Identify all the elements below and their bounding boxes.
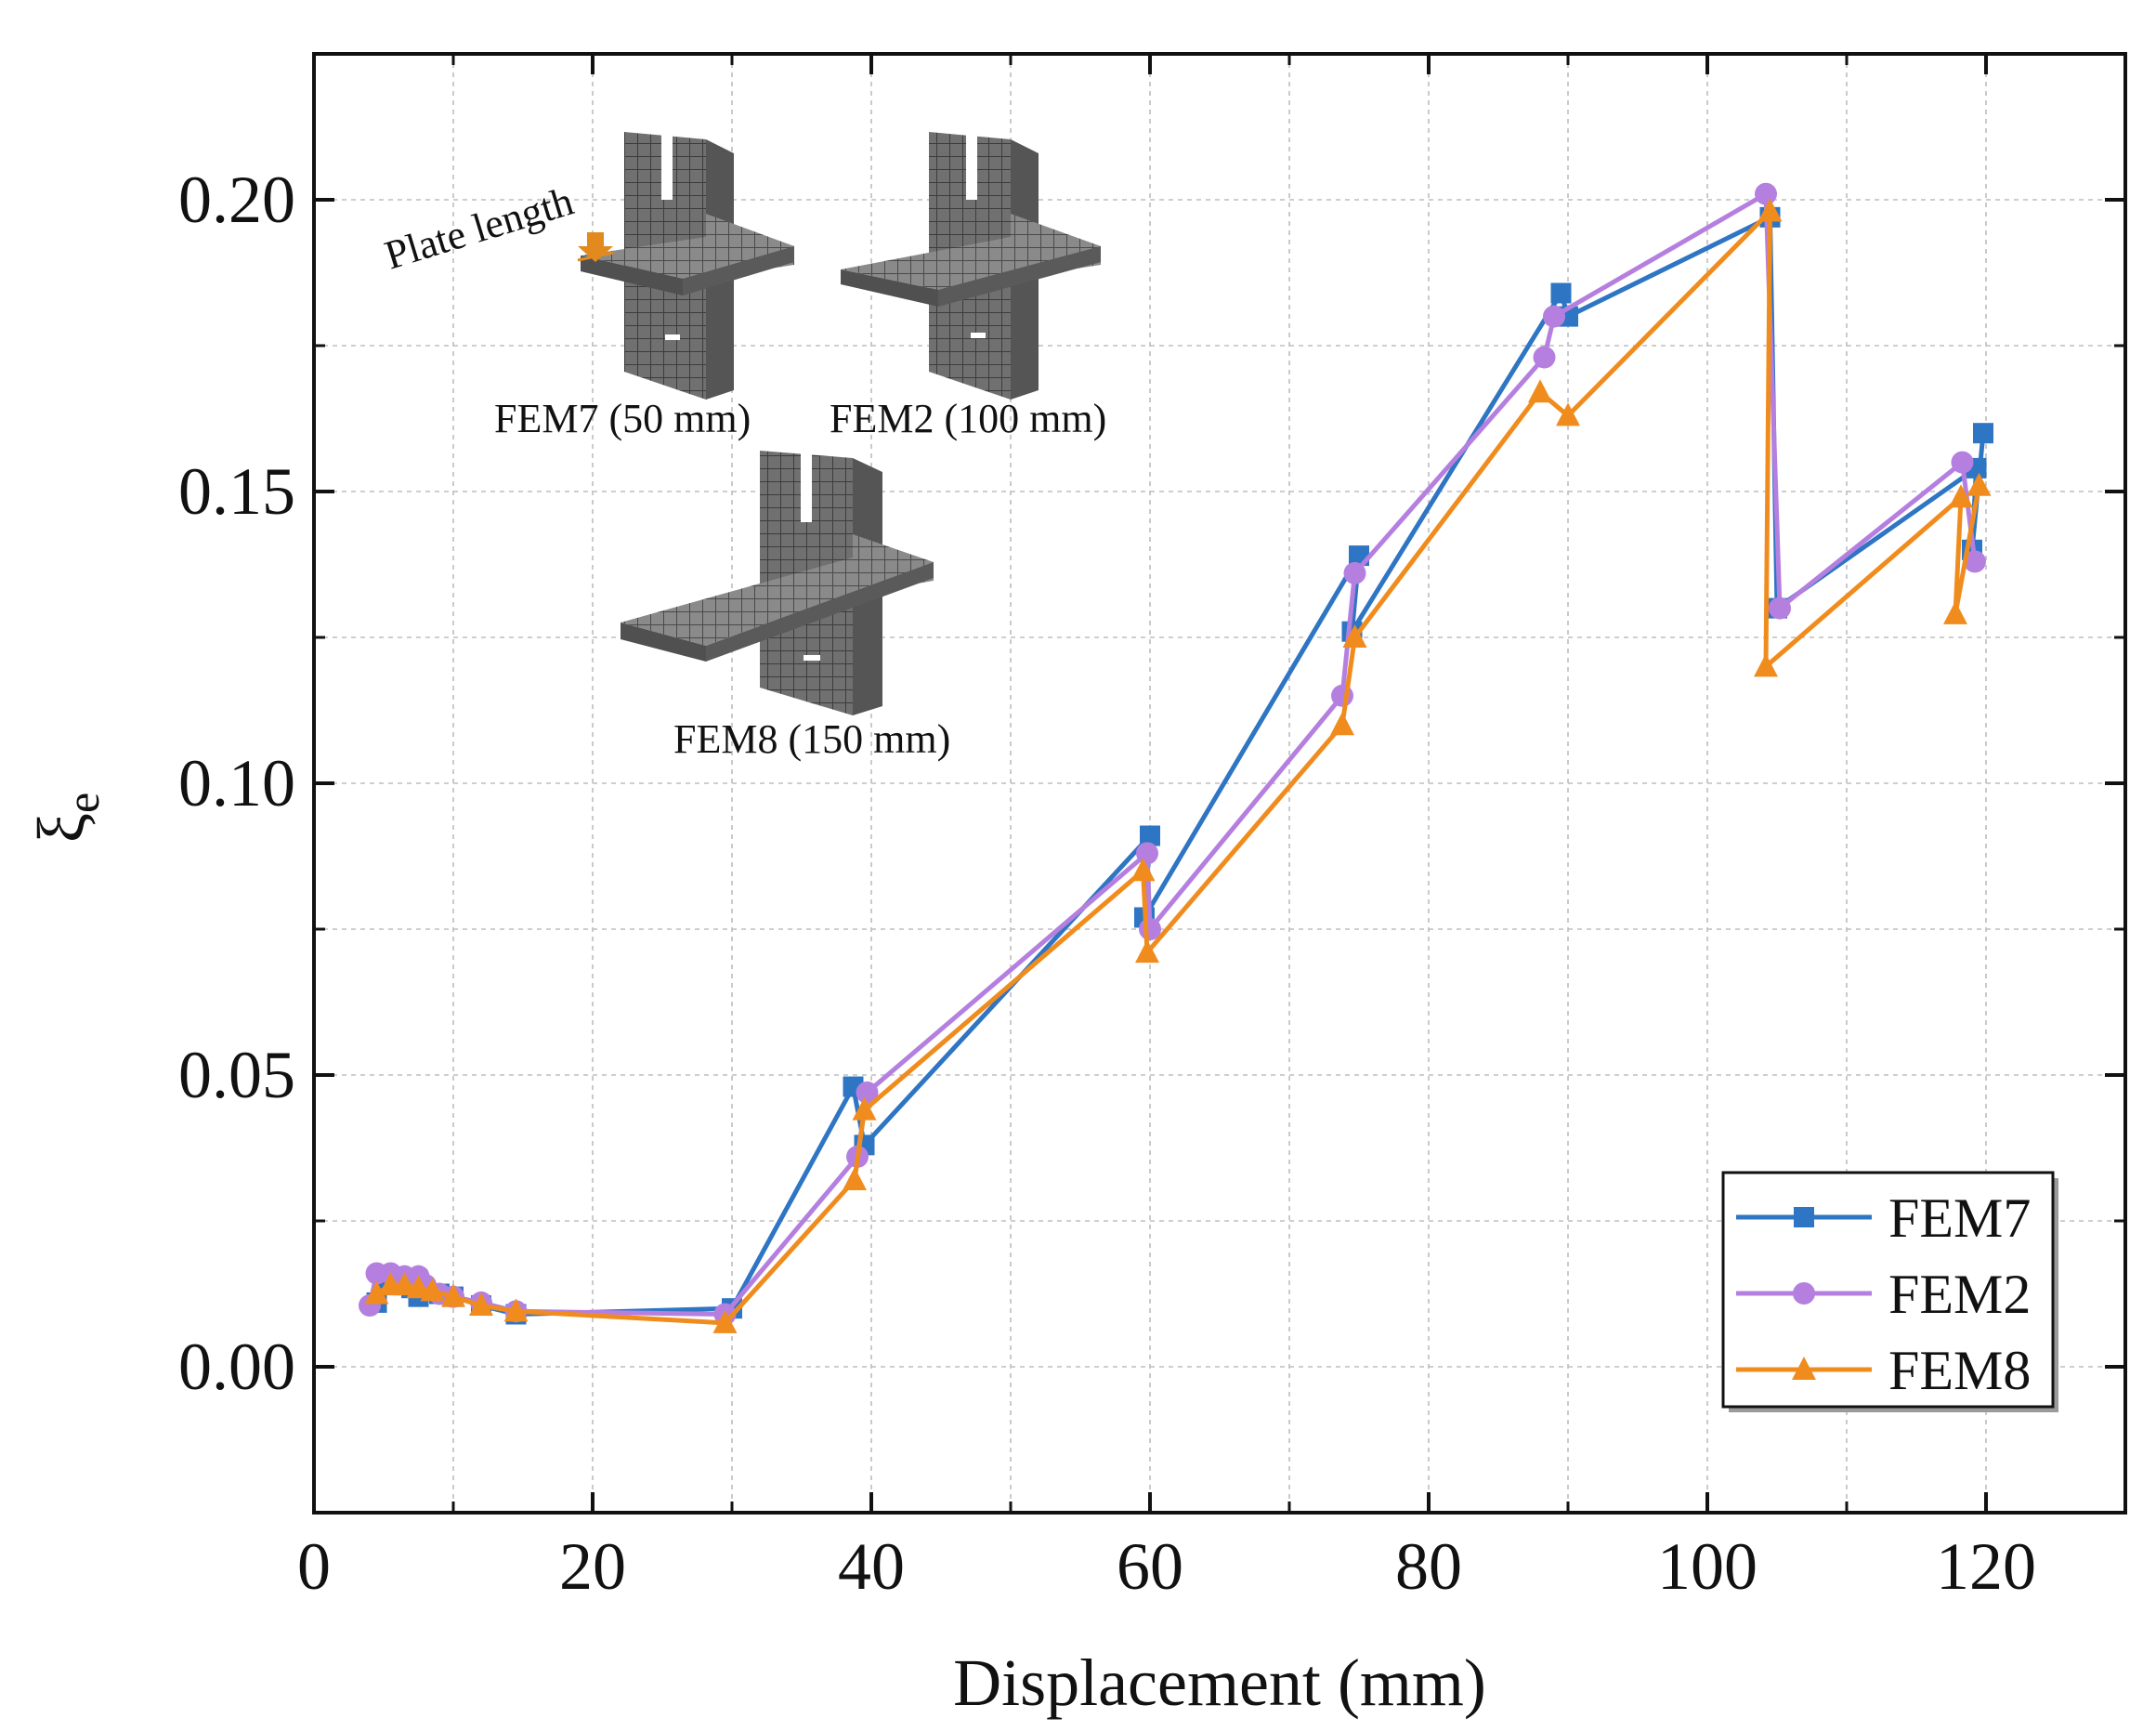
fem7-line bbox=[374, 215, 1986, 1317]
fem2-point bbox=[1343, 561, 1366, 584]
y-tick-label: 0.05 bbox=[178, 1038, 295, 1112]
fem8-point bbox=[364, 1280, 389, 1305]
axes: 0 20 40 60 80 100 120 0.00 0.05 0.10 0.15 0.20 Displ… bbox=[24, 52, 2127, 1720]
series-fem7 bbox=[366, 206, 1993, 1325]
series-fem8 bbox=[364, 198, 1992, 1333]
fem8-point bbox=[441, 1283, 465, 1307]
plate-length-dimension bbox=[577, 251, 614, 262]
fem2-point bbox=[856, 1081, 879, 1104]
fem2-point bbox=[1769, 597, 1791, 620]
plate-length-arrow-icon bbox=[578, 232, 613, 262]
fem-model-inset: Plate length FEM7 (50 mm) FEM2 (100 mm) … bbox=[380, 132, 1106, 762]
legend-label-fem8: FEM8 bbox=[1888, 1340, 2031, 1401]
x-tick-label: 40 bbox=[838, 1529, 905, 1604]
fem8-point bbox=[1528, 379, 1552, 403]
fem7-point bbox=[1550, 282, 1572, 304]
fem8-point bbox=[1342, 624, 1367, 648]
fem8-point bbox=[420, 1278, 445, 1302]
fem8-point bbox=[503, 1298, 529, 1322]
y-tick-label: 0.20 bbox=[178, 163, 295, 237]
fem2-point bbox=[1543, 305, 1565, 328]
inset-caption-fem2: FEM2 (100 mm) bbox=[830, 396, 1106, 441]
fem8-point bbox=[1754, 653, 1778, 677]
legend-marker-fem8 bbox=[1792, 1357, 1816, 1380]
fem8-point bbox=[1943, 600, 1967, 624]
x-tick-label: 0 bbox=[297, 1529, 331, 1604]
x-axis-title: Displacement (mm) bbox=[953, 1646, 1486, 1720]
inset-caption-fem8: FEM8 (150 mm) bbox=[673, 716, 950, 762]
fem7-point bbox=[1973, 423, 1993, 444]
legend-label-fem7: FEM7 bbox=[1888, 1187, 2031, 1249]
legend: FEM7 FEM2 FEM8 bbox=[1721, 1171, 2058, 1412]
fem2-point bbox=[1755, 182, 1777, 205]
fem2-point bbox=[1951, 451, 1974, 474]
fem8-point bbox=[1330, 712, 1354, 736]
fem8-line bbox=[375, 209, 1981, 1326]
plate-length-annotation: Plate length bbox=[380, 178, 579, 279]
fem8-point bbox=[712, 1309, 738, 1333]
y-tick-label: 0.00 bbox=[178, 1330, 295, 1404]
fem2-model-image bbox=[841, 132, 1101, 400]
fem7-point bbox=[1140, 825, 1160, 846]
fem2-point bbox=[1533, 346, 1556, 369]
fem2-line bbox=[367, 191, 1978, 1317]
x-tick-label: 120 bbox=[1936, 1529, 2036, 1604]
inset-caption-fem7: FEM7 (50 mm) bbox=[494, 396, 751, 441]
y-axis-title: ξe bbox=[24, 793, 109, 843]
legend-marker-fem2 bbox=[1793, 1282, 1815, 1305]
series-group bbox=[359, 182, 1993, 1333]
fem8-point bbox=[1757, 198, 1783, 222]
fem8-point bbox=[1556, 402, 1580, 426]
y-tick-label: 0.15 bbox=[178, 454, 295, 529]
y-axis-title-subscript: e bbox=[57, 793, 109, 813]
legend-label-fem2: FEM2 bbox=[1888, 1264, 2031, 1325]
x-tick-label: 80 bbox=[1395, 1529, 1462, 1604]
fem8-point bbox=[406, 1275, 431, 1299]
fem8-model-image bbox=[621, 451, 934, 715]
fem8-point bbox=[1949, 484, 1973, 508]
legend-marker-fem7 bbox=[1794, 1207, 1814, 1227]
fem2-point bbox=[1331, 684, 1353, 707]
fem2-point bbox=[1136, 842, 1158, 865]
fem8-point bbox=[852, 1096, 877, 1121]
fem8-point bbox=[1967, 472, 1992, 496]
fem8-point bbox=[469, 1292, 493, 1317]
fem2-point bbox=[1964, 550, 1986, 573]
x-tick-label: 20 bbox=[559, 1529, 626, 1604]
fem8-point bbox=[1135, 939, 1159, 964]
x-tick-label: 60 bbox=[1117, 1529, 1183, 1604]
x-tick-label: 100 bbox=[1657, 1529, 1757, 1604]
fem8-point bbox=[1130, 858, 1156, 882]
fem8-point bbox=[843, 1167, 867, 1191]
fem8-point bbox=[392, 1272, 417, 1296]
y-tick-label: 0.10 bbox=[178, 746, 295, 820]
y-axis-title-symbol: ξ bbox=[24, 813, 98, 843]
fem7-model-image bbox=[581, 132, 794, 400]
series-fem2 bbox=[359, 182, 1986, 1326]
